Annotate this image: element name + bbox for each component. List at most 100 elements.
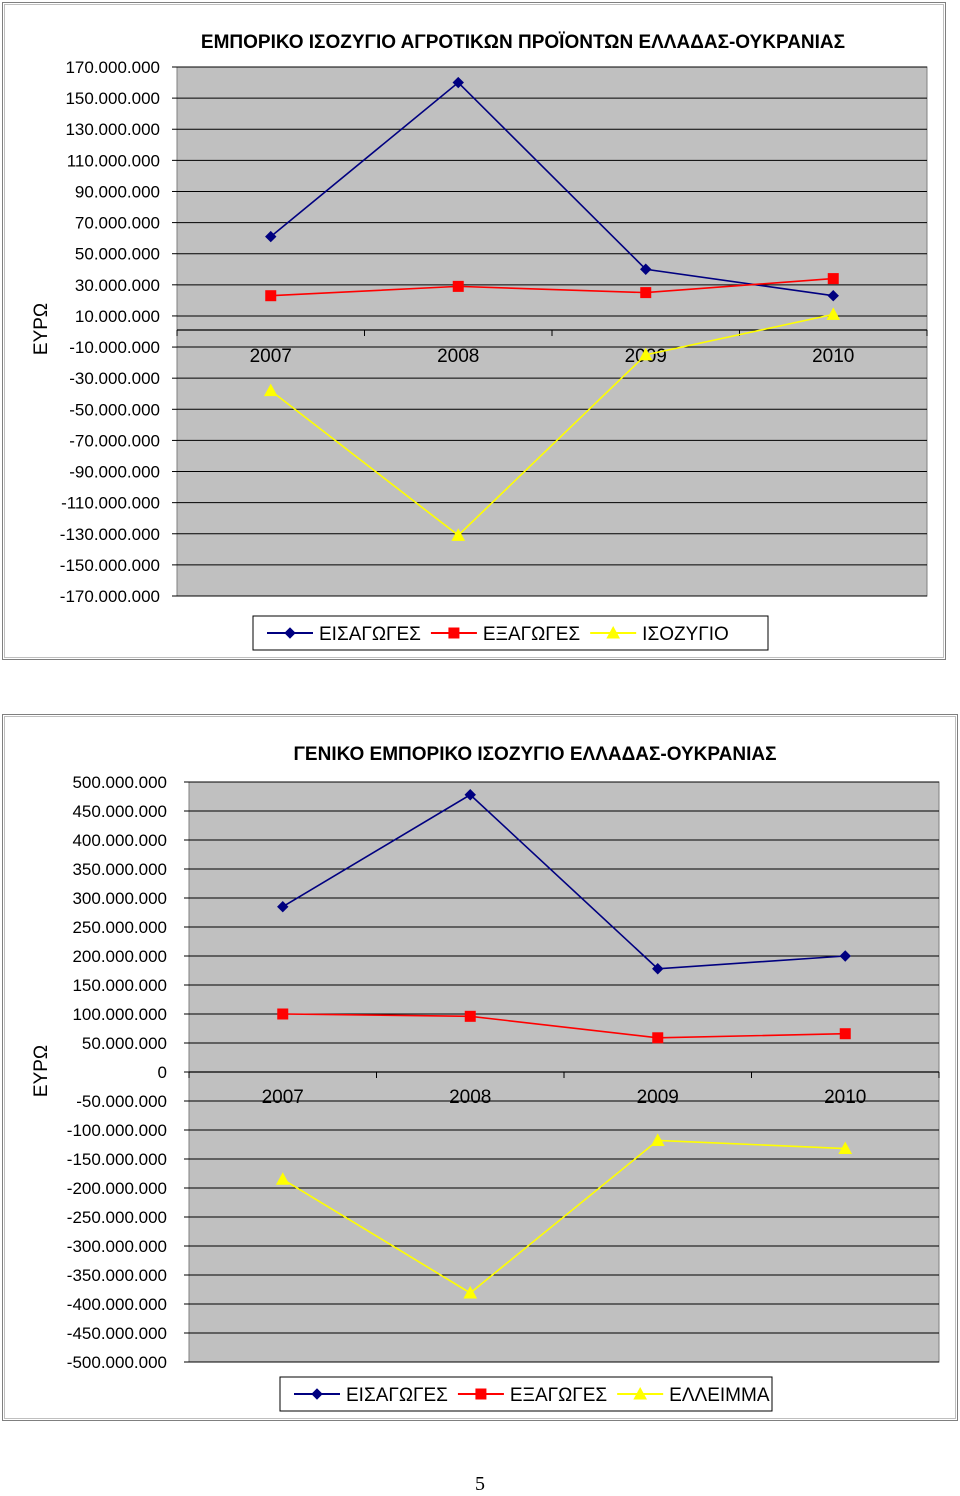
y-tick-label: 0 bbox=[158, 1063, 167, 1082]
general-trade-balance-chart: ΓΕΝΙΚΟ ΕΜΠΟΡΙΚΟ ΙΣΟΖΥΓΙΟ ΕΛΛΑΔΑΣ-ΟΥΚΡΑΝΙ… bbox=[2, 714, 958, 1421]
series-line bbox=[270, 277, 834, 297]
data-point bbox=[275, 1172, 290, 1185]
legend-marker bbox=[448, 627, 460, 639]
y-tick-label: -450.000.000 bbox=[67, 1324, 167, 1343]
data-point bbox=[464, 789, 476, 801]
legend-label: ΙΣΟΖΥΓΙΟ bbox=[642, 624, 729, 645]
y-tick-label: -170.000.000 bbox=[60, 587, 160, 606]
y-tick-label: -150.000.000 bbox=[67, 1150, 167, 1169]
data-point bbox=[265, 290, 277, 302]
y-tick-label: 250.000.000 bbox=[72, 918, 167, 937]
legend-label: ΕΞΑΓΩΓΕΣ bbox=[483, 624, 580, 645]
data-point bbox=[464, 1010, 476, 1022]
data-point bbox=[451, 528, 466, 541]
data-point bbox=[452, 280, 464, 292]
trade-balance-agricultural-chart: ΕΜΠΟΡΙΚΟ ΙΣΟΖΥΓΙΟ ΑΓΡΟΤΙΚΩΝ ΠΡΟΪΟΝΤΩΝ ΕΛ… bbox=[2, 2, 946, 660]
y-tick-label: 170.000.000 bbox=[65, 58, 160, 77]
y-tick-label: -130.000.000 bbox=[60, 525, 160, 544]
x-tick-label: 2010 bbox=[812, 346, 854, 367]
series-2 bbox=[265, 273, 839, 302]
y-tick-label: 100.000.000 bbox=[72, 1005, 167, 1024]
y-tick-label: -10.000.000 bbox=[69, 338, 160, 357]
chart-1-svg: ΕΜΠΟΡΙΚΟ ΙΣΟΖΥΓΙΟ ΑΓΡΟΤΙΚΩΝ ΠΡΟΪΟΝΤΩΝ ΕΛ… bbox=[31, 32, 928, 651]
data-point bbox=[263, 383, 278, 397]
legend-box bbox=[279, 1376, 773, 1412]
y-tick-label: 130.000.000 bbox=[65, 120, 160, 139]
series-1 bbox=[277, 789, 851, 975]
data-point bbox=[827, 273, 839, 285]
x-tick-label: 2007 bbox=[262, 1087, 304, 1108]
x-tick-label: 2009 bbox=[637, 1087, 679, 1108]
y-tick-label: 450.000.000 bbox=[72, 802, 167, 821]
legend-label: ΕΞΑΓΩΓΕΣ bbox=[510, 1385, 607, 1406]
data-point bbox=[463, 1285, 478, 1299]
y-tick-label: 150.000.000 bbox=[72, 976, 167, 995]
y-tick-label: 70.000.000 bbox=[75, 214, 160, 233]
data-point bbox=[650, 1133, 665, 1146]
legend-marker bbox=[311, 1388, 323, 1400]
y-tick-label: -100.000.000 bbox=[67, 1121, 167, 1140]
data-point bbox=[277, 900, 289, 913]
series-3 bbox=[275, 1133, 853, 1299]
data-point bbox=[652, 1032, 664, 1044]
y-tick-label: -70.000.000 bbox=[69, 431, 160, 450]
y-tick-label: -200.000.000 bbox=[67, 1179, 167, 1198]
y-tick-label: 200.000.000 bbox=[72, 947, 167, 966]
page-number: 5 bbox=[475, 1473, 485, 1495]
data-point bbox=[839, 1028, 851, 1040]
series-2 bbox=[277, 1008, 851, 1044]
data-point bbox=[265, 230, 277, 243]
legend-marker bbox=[475, 1388, 487, 1400]
y-tick-label: -90.000.000 bbox=[69, 463, 160, 482]
y-tick-label: -150.000.000 bbox=[60, 556, 160, 575]
y-tick-label: -110.000.000 bbox=[61, 494, 160, 513]
y-tick-label: 50.000.000 bbox=[82, 1034, 167, 1053]
y-tick-label: -50.000.000 bbox=[69, 400, 160, 419]
series-1 bbox=[265, 76, 839, 302]
legend-marker bbox=[606, 625, 621, 639]
chart-title: ΓΕΝΙΚΟ ΕΜΠΟΡΙΚΟ ΙΣΟΖΥΓΙΟ ΕΛΛΑΔΑΣ-ΟΥΚΡΑΝΙ… bbox=[294, 744, 777, 765]
y-tick-label: 50.000.000 bbox=[75, 245, 160, 264]
data-point bbox=[640, 263, 652, 275]
series-line bbox=[282, 1139, 846, 1294]
y-tick-label: 150.000.000 bbox=[65, 89, 160, 108]
x-tick-label: 2008 bbox=[449, 1087, 491, 1108]
y-tick-label: 10.000.000 bbox=[75, 307, 160, 326]
data-point bbox=[277, 1008, 289, 1020]
y-tick-label: 400.000.000 bbox=[72, 831, 167, 850]
series-line bbox=[282, 793, 846, 970]
y-tick-label: 300.000.000 bbox=[72, 889, 167, 908]
x-tick-label: 2008 bbox=[437, 346, 479, 367]
series-line bbox=[282, 1013, 846, 1039]
x-tick-label: 2007 bbox=[250, 346, 292, 367]
data-point bbox=[452, 76, 464, 89]
y-tick-label: -350.000.000 bbox=[67, 1266, 167, 1285]
y-tick-label: -500.000.000 bbox=[67, 1353, 167, 1372]
x-tick-label: 2010 bbox=[824, 1087, 866, 1108]
data-point bbox=[839, 950, 851, 962]
legend-marker bbox=[284, 627, 296, 639]
series-3 bbox=[263, 307, 841, 541]
data-point bbox=[826, 307, 841, 320]
series-line bbox=[270, 81, 834, 297]
series-line bbox=[270, 313, 834, 537]
y-tick-label: -30.000.000 bbox=[69, 369, 160, 388]
data-point bbox=[638, 347, 653, 361]
legend-label: ΕΛΛΕΙΜΜΑ bbox=[669, 1385, 770, 1406]
y-tick-label: -50.000.000 bbox=[76, 1092, 167, 1111]
legend: ΕΙΣΑΓΩΓΕΣ ΕΞΑΓΩΓΕΣ ΙΣΟΖΥΓΙΟ bbox=[252, 615, 769, 651]
legend-label: ΕΙΣΑΓΩΓΕΣ bbox=[319, 624, 421, 645]
y-axis-label: ΕΥΡΩ bbox=[31, 1045, 52, 1097]
y-tick-label: -250.000.000 bbox=[67, 1208, 167, 1227]
y-tick-label: 90.000.000 bbox=[75, 182, 160, 201]
legend-label: ΕΙΣΑΓΩΓΕΣ bbox=[346, 1385, 448, 1406]
data-point bbox=[838, 1141, 853, 1155]
legend-marker bbox=[633, 1386, 648, 1400]
y-tick-label: 110.000.000 bbox=[67, 151, 160, 170]
data-point bbox=[827, 290, 839, 302]
y-axis-label: ΕΥΡΩ bbox=[31, 303, 52, 355]
chart-2-svg: ΓΕΝΙΚΟ ΕΜΠΟΡΙΚΟ ΙΣΟΖΥΓΙΟ ΕΛΛΑΔΑΣ-ΟΥΚΡΑΝΙ… bbox=[31, 744, 940, 1412]
y-tick-label: 30.000.000 bbox=[75, 276, 160, 295]
y-tick-label: -300.000.000 bbox=[67, 1237, 167, 1256]
chart-title: ΕΜΠΟΡΙΚΟ ΙΣΟΖΥΓΙΟ ΑΓΡΟΤΙΚΩΝ ΠΡΟΪΟΝΤΩΝ ΕΛ… bbox=[201, 32, 845, 53]
